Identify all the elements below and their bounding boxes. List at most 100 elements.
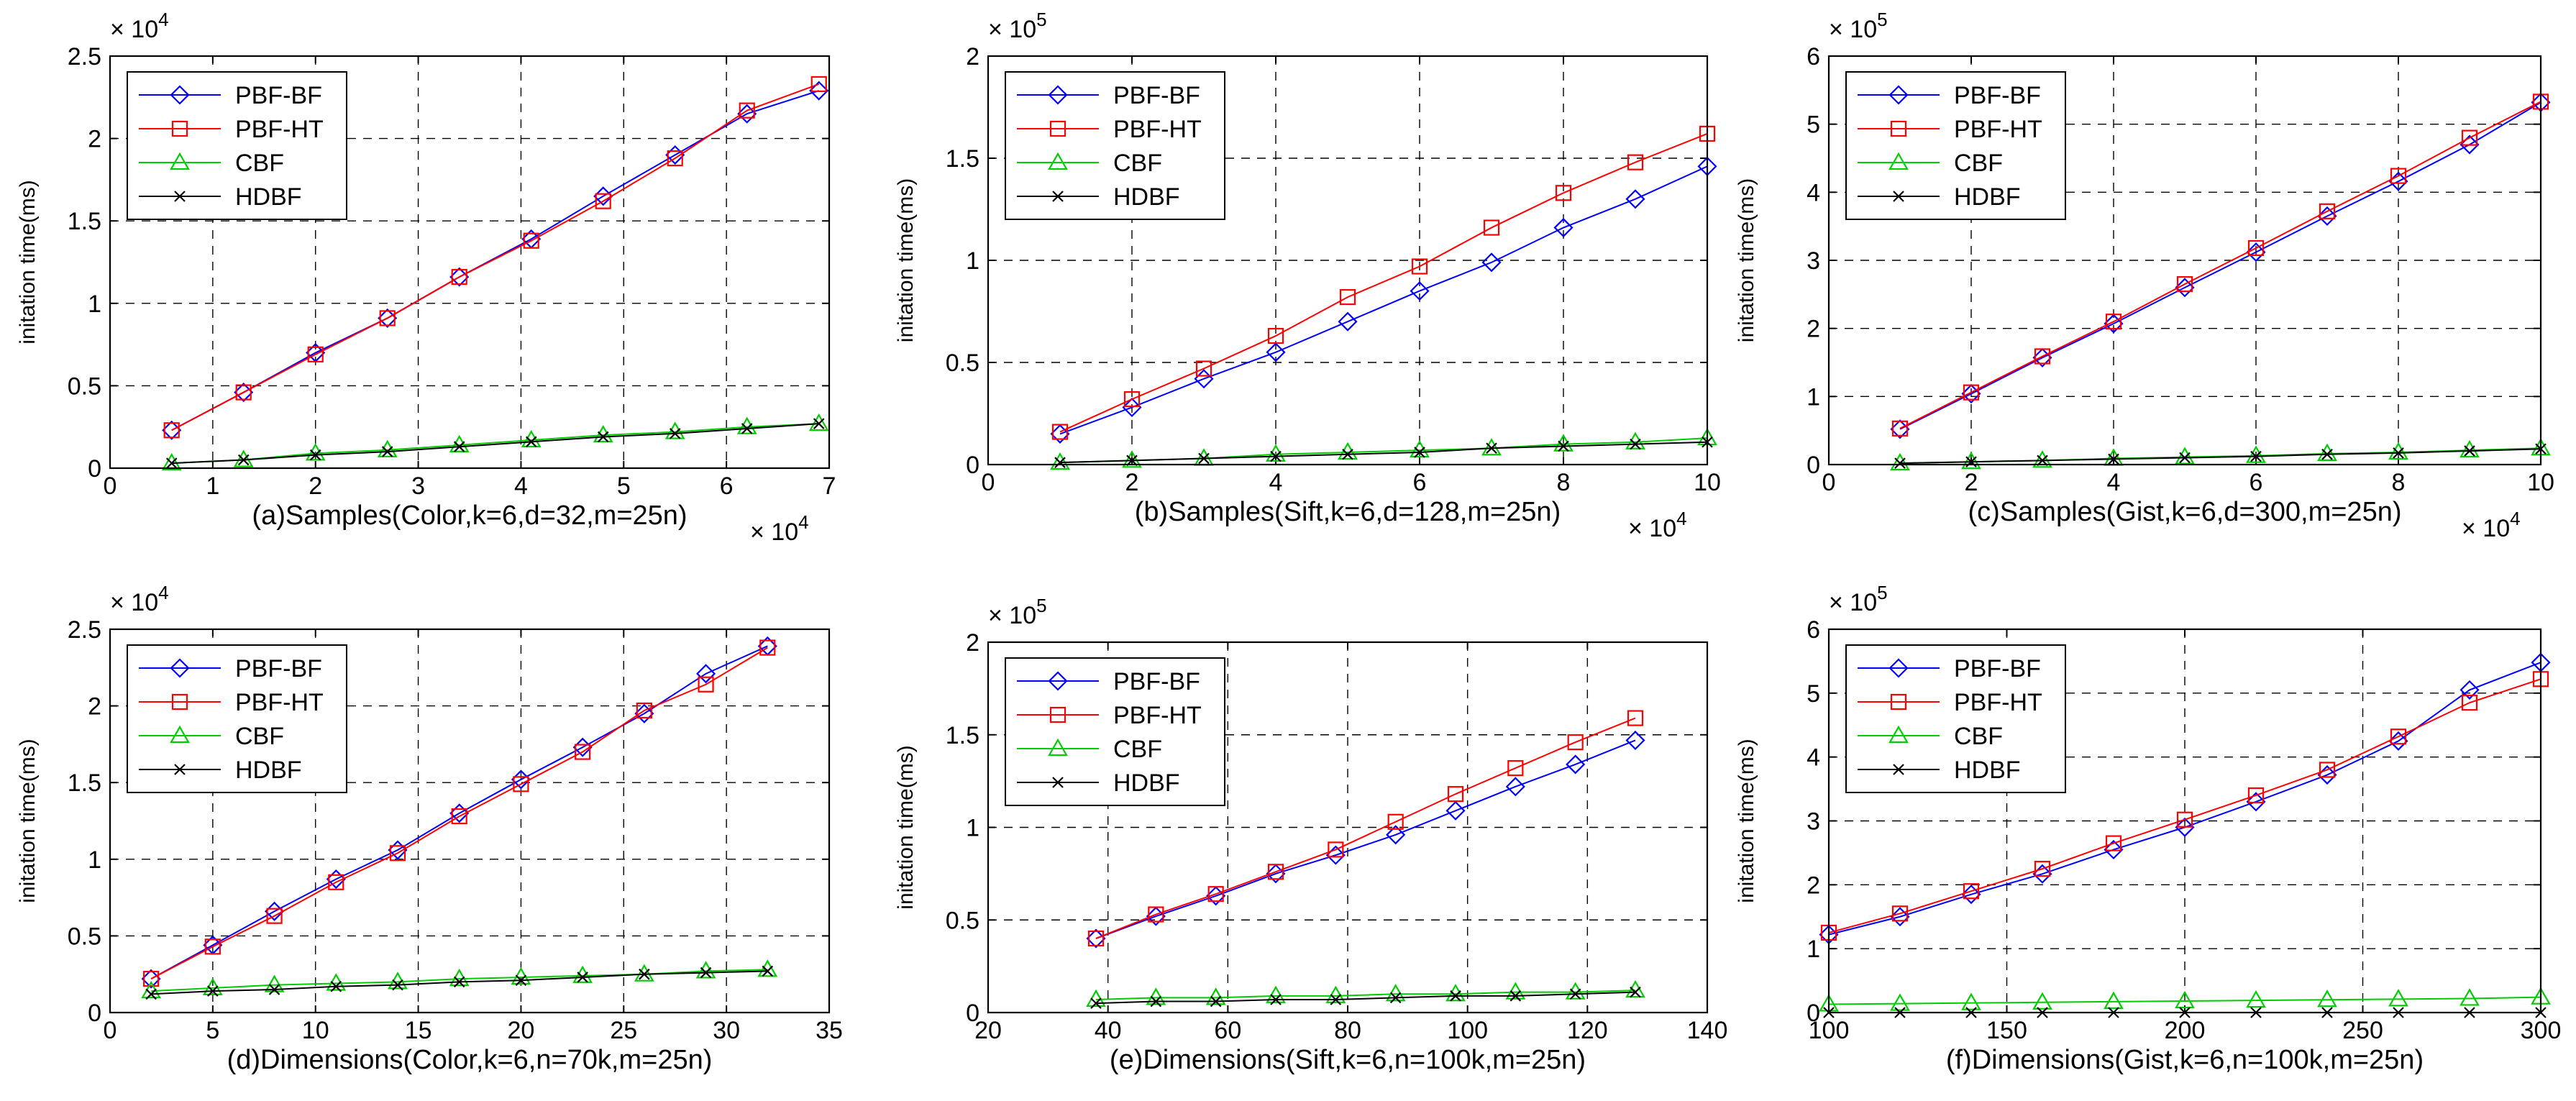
data-point-cbf (1565, 982, 1586, 1000)
data-point-pbf-bf (1890, 907, 1910, 927)
legend-marker (1893, 191, 1904, 202)
data-point-pbf-ht (2247, 787, 2265, 804)
legend-label: HDBF (1113, 183, 1180, 211)
data-point-pbf-ht (636, 702, 652, 719)
data-point-hdbf (525, 436, 537, 448)
x-tick-label: 5 (617, 472, 631, 500)
data-point-cbf (1625, 431, 1645, 449)
series-line-pbf-ht (1095, 717, 1636, 939)
legend-item-cbf: CBF (139, 150, 284, 177)
x-tick-label: 4 (514, 472, 528, 500)
y-tick-label: 2.5 (68, 616, 101, 644)
legend-label: PBF-BF (235, 655, 322, 682)
data-point-cbf (1961, 451, 1981, 470)
data-point-pbf-bf (1338, 311, 1358, 332)
data-point-pbf-ht (1567, 734, 1584, 751)
data-point-hdbf (1894, 457, 1906, 469)
x-tick-label: 6 (1413, 469, 1427, 496)
data-point-hdbf (1270, 450, 1282, 462)
x-axis-label: (a)Samples(Color,k=6,d=32,m=25n) (252, 501, 687, 531)
legend-label: CBF (235, 723, 284, 750)
data-point-hdbf (2179, 452, 2191, 464)
data-point-hdbf (639, 968, 650, 980)
data-point-cbf (1553, 434, 1574, 452)
x-exponent-power: 4 (1676, 508, 1686, 529)
series-line-pbf-ht (1059, 132, 1708, 433)
data-point-pbf-bf (2388, 731, 2408, 751)
data-point-pbf-ht (2461, 129, 2478, 146)
series-line-cbf (1095, 990, 1636, 1000)
data-point-pbf-bf (1481, 252, 1502, 273)
legend-label: PBF-BF (235, 82, 322, 109)
y-axis-label: initation time(ms) (16, 739, 40, 903)
series-line-cbf (171, 423, 819, 465)
legend-label: PBF-BF (1954, 82, 2041, 109)
legend-marker (1888, 725, 1909, 744)
data-point-hdbf (309, 449, 321, 461)
data-point-pbf-ht (810, 76, 827, 93)
data-point-hdbf (1630, 986, 1641, 998)
data-point-pbf-bf (634, 703, 654, 723)
data-point-pbf-ht (1627, 154, 1644, 170)
legend-label: CBF (1954, 723, 2003, 750)
data-point-pbf-bf (1386, 825, 1406, 845)
data-point-pbf-ht (1555, 185, 1572, 201)
y-tick-label: 1 (966, 815, 979, 842)
axes-frame (987, 641, 1709, 1014)
x-exponent-label: × 104 (2462, 508, 2521, 542)
axes-frame (109, 55, 831, 470)
y-tick-label: 0.5 (946, 350, 979, 377)
data-point-hdbf (453, 441, 465, 452)
x-tick-label: 40 (1095, 1017, 1122, 1044)
series-line-pbf-bf (1095, 739, 1636, 939)
x-exponent-label: × 104 (1628, 508, 1687, 542)
y-tick-label: 1 (966, 247, 979, 275)
data-point-pbf-ht (1447, 786, 1464, 803)
data-point-pbf-bf (809, 81, 829, 101)
x-tick-label: 20 (974, 1017, 1002, 1044)
data-point-pbf-ht (2176, 276, 2193, 293)
data-point-cbf (2032, 450, 2052, 468)
y-tick-label: 0 (966, 1000, 979, 1027)
legend-label: PBF-HT (1113, 116, 1202, 143)
data-point-cbf (1625, 979, 1645, 998)
legend-label: CBF (1113, 150, 1162, 177)
data-point-hdbf (2250, 450, 2262, 462)
y-tick-label: 0.5 (68, 923, 101, 950)
data-point-cbf (634, 964, 654, 982)
y-exponent-power: 5 (1036, 595, 1046, 616)
data-point-pbf-ht (698, 676, 714, 693)
data-point-hdbf (700, 967, 712, 979)
data-point-cbf (1961, 992, 1981, 1010)
data-point-hdbf (1150, 995, 1162, 1008)
legend-marker (1888, 658, 1909, 678)
data-point-pbf-ht (1411, 258, 1428, 275)
data-point-pbf-ht (1195, 360, 1212, 377)
legend-label: CBF (1113, 736, 1162, 763)
data-point-pbf-ht (1891, 905, 1909, 922)
legend-item-cbf: CBF (1858, 150, 2003, 177)
data-point-cbf (2032, 992, 2052, 1010)
x-axis-label: (f)Dimensions(Gist,k=6,n=100k,m=25n) (1946, 1045, 2424, 1075)
x-tick-label: 7 (823, 472, 836, 500)
x-tick-label: 2 (309, 472, 322, 500)
y-tick-label: 3 (1807, 808, 1820, 836)
x-tick-label: 200 (2165, 1017, 2206, 1044)
legend-marker (170, 725, 190, 744)
data-point-cbf (161, 452, 182, 471)
data-point-pbf-ht (1267, 864, 1284, 880)
y-axis-label: initation time(ms) (894, 178, 918, 342)
legend-label: PBF-BF (1954, 655, 2041, 682)
y-exponent-label: × 105 (988, 595, 1047, 629)
data-point-pbf-ht (1207, 886, 1224, 903)
x-tick-label: 60 (1214, 1017, 1241, 1044)
series-line-pbf-ht (150, 647, 768, 979)
data-point-pbf-ht (2105, 314, 2122, 330)
y-tick-label: 5 (1807, 111, 1820, 139)
y-tick-label: 1 (1807, 936, 1820, 963)
data-point-hdbf (268, 984, 280, 995)
x-tick-label: 300 (2521, 1017, 2562, 1044)
legend-marker (1049, 706, 1067, 723)
